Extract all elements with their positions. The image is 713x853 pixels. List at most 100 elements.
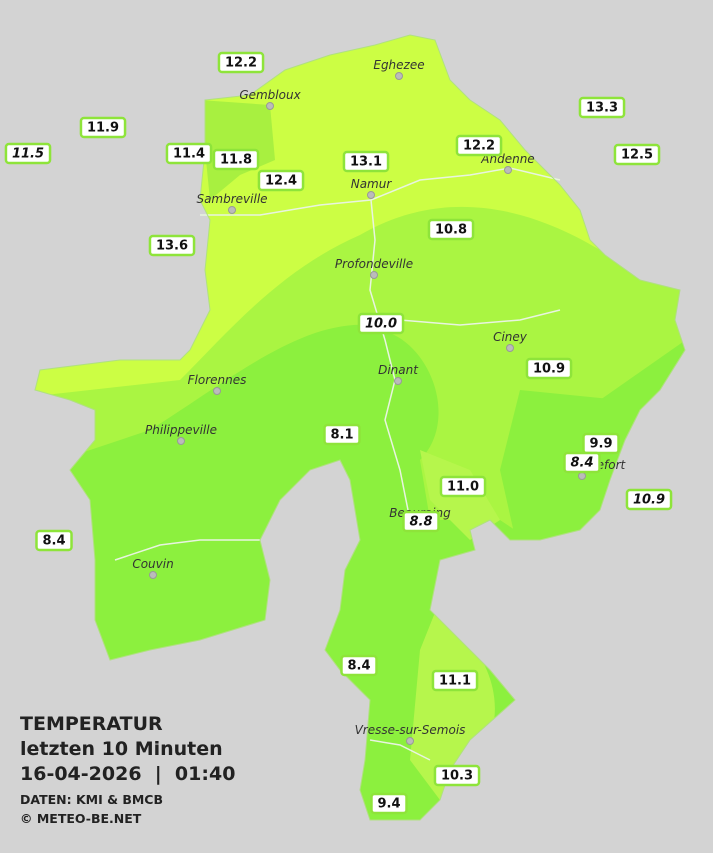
station-box: [323, 423, 361, 446]
station-value: 12.5: [621, 148, 653, 163]
city-dot: [367, 191, 375, 199]
rivers: [114, 167, 561, 761]
legend-copyright: © METEO-BE.NET: [20, 811, 142, 826]
station-value: 9.4: [377, 797, 400, 812]
station-value: 8.4: [347, 659, 370, 674]
station-value: 8.4: [570, 456, 593, 471]
station-box: [578, 96, 626, 119]
city-label: Vresse-sur-Semois: [355, 723, 466, 737]
city-label: Namur: [351, 177, 393, 191]
station: 11.0: [439, 475, 487, 498]
station: 8.1: [323, 423, 361, 446]
city-dot: [266, 102, 274, 110]
station: 9.9: [582, 432, 620, 455]
station: 10.3: [433, 764, 481, 787]
station-box: [427, 218, 475, 241]
legend: TEMPERATUR letzten 10 Minuten 16-04-2026…: [20, 713, 235, 826]
city-label: Dinant: [378, 363, 419, 377]
station-box: [370, 792, 408, 815]
station: 13.3: [578, 96, 626, 119]
station-box: [439, 475, 487, 498]
station: 11.4: [165, 142, 213, 165]
station: 11.1: [431, 669, 479, 692]
station: 8.4: [340, 654, 378, 677]
station-box: [455, 134, 503, 157]
city-dot: [370, 271, 378, 279]
station-box: [402, 510, 440, 533]
city-label: Eghezee: [373, 58, 424, 72]
station-value: 11.5: [12, 147, 44, 162]
station-value: 13.6: [156, 239, 188, 254]
legend-source: DATEN: KMI & BMCB: [20, 792, 163, 807]
city-dot: [578, 472, 586, 480]
station-box: [340, 654, 378, 677]
station: 11.9: [79, 116, 127, 139]
station-value: 10.3: [441, 769, 473, 784]
station: 11.5: [4, 142, 52, 165]
city-dot: [506, 344, 514, 352]
city-label: Couvin: [132, 557, 173, 571]
city-dot: [504, 166, 512, 174]
city-dot: [406, 737, 414, 745]
legend-timestamp: 16-04-2026 | 01:40: [20, 763, 235, 785]
stations: 12.2 11.9 11.5 11.4 11.8 12.4 13.1 12.2 13.3 12.5…: [4, 51, 673, 815]
legend-subtitle: letzten 10 Minuten: [20, 738, 223, 760]
station-box: [35, 529, 73, 552]
station-box: [79, 116, 127, 139]
station-value: 13.1: [350, 155, 382, 170]
station-value: 12.4: [265, 174, 297, 189]
city-dot: [395, 72, 403, 80]
station-box: [148, 234, 196, 257]
station-value: 8.4: [42, 534, 65, 549]
station-value: 12.2: [225, 56, 257, 71]
station-value: 10.8: [435, 223, 467, 238]
station: 13.1: [342, 150, 390, 173]
station-box: [582, 432, 620, 455]
station-box: [625, 488, 673, 511]
station: 13.6: [148, 234, 196, 257]
city-dot: [177, 437, 185, 445]
station-value: 11.9: [87, 121, 119, 136]
station: 12.4: [257, 169, 305, 192]
station-value: 12.2: [463, 139, 495, 154]
station-value: 13.3: [586, 101, 618, 116]
station: 10.0: [357, 312, 405, 335]
city-dot: [213, 387, 221, 395]
station-value: 11.0: [447, 480, 479, 495]
station-box: [357, 312, 405, 335]
station-box: [563, 451, 601, 474]
station: 12.5: [613, 143, 661, 166]
station-value: 11.8: [220, 153, 252, 168]
station: 12.2: [455, 134, 503, 157]
station-box: [257, 169, 305, 192]
station-box: [165, 142, 213, 165]
station: 10.9: [625, 488, 673, 511]
province-outline: [34, 34, 686, 821]
station: 8.4: [35, 529, 73, 552]
station-value: 11.4: [173, 147, 205, 162]
city-label: Philippeville: [145, 423, 217, 437]
station: 12.2: [217, 51, 265, 74]
station-value: 8.1: [330, 428, 353, 443]
station-box: [525, 357, 573, 380]
station-value: 9.9: [589, 437, 612, 452]
city-dot: [228, 206, 236, 214]
station: 11.8: [212, 148, 260, 171]
station-value: 10.0: [365, 317, 397, 332]
station: 8.4: [563, 451, 601, 474]
station-value: 11.1: [439, 674, 471, 689]
station: 10.9: [525, 357, 573, 380]
station-box: [212, 148, 260, 171]
city-label: Ciney: [493, 330, 528, 344]
station: 10.8: [427, 218, 475, 241]
station-box: [613, 143, 661, 166]
station-value: 10.9: [533, 362, 565, 377]
station-box: [217, 51, 265, 74]
station-value: 8.8: [409, 515, 432, 530]
city-label: Profondeville: [335, 257, 413, 271]
station: 9.4: [370, 792, 408, 815]
station-box: [433, 764, 481, 787]
city-label: Florennes: [188, 373, 247, 387]
station-box: [431, 669, 479, 692]
